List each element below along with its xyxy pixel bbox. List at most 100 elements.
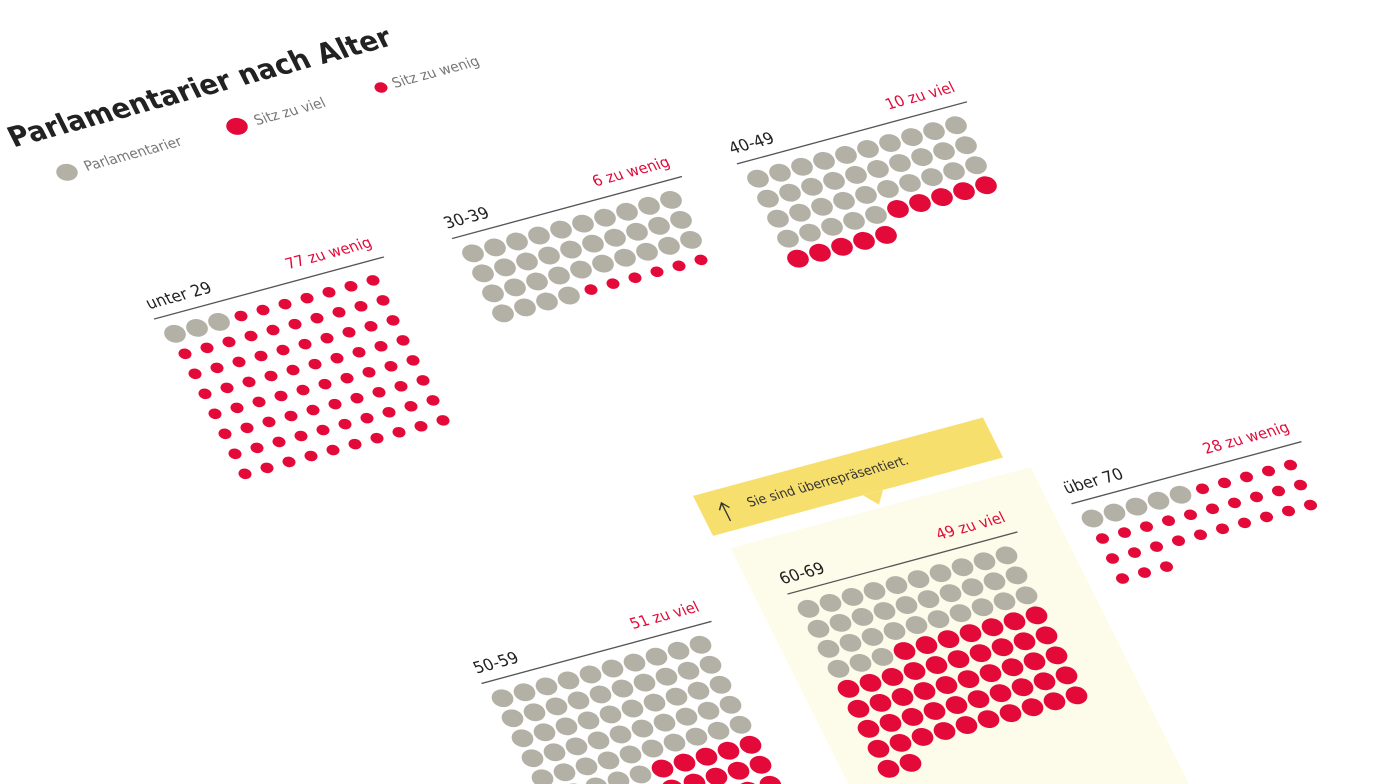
surplus-dot xyxy=(875,225,897,244)
legend-swatch xyxy=(56,163,78,181)
member-dot xyxy=(550,220,572,239)
surplus-dot xyxy=(991,638,1014,657)
tooltip-box xyxy=(693,417,1003,536)
member-dot xyxy=(873,602,896,620)
surplus-dot xyxy=(661,779,684,784)
deficit-dot xyxy=(200,342,214,354)
deficit-dot xyxy=(1194,529,1207,541)
group-rule xyxy=(481,620,712,685)
member-dot xyxy=(1125,497,1148,516)
member-dot xyxy=(545,697,568,716)
member-dot xyxy=(843,211,865,230)
surplus-dot xyxy=(847,699,870,718)
member-dot xyxy=(949,604,972,623)
deficit-dot xyxy=(328,398,342,410)
member-dot xyxy=(611,679,634,698)
surplus-dot xyxy=(727,761,750,780)
member-dot xyxy=(164,324,186,343)
member-dot xyxy=(955,136,977,155)
surplus-dot xyxy=(1013,632,1036,651)
member-dot xyxy=(663,733,686,752)
member-dot xyxy=(607,771,630,784)
deficit-dot xyxy=(1184,509,1197,521)
surplus-dot xyxy=(877,759,900,778)
member-dot xyxy=(565,737,588,756)
member-dot xyxy=(619,745,642,764)
member-dot xyxy=(208,313,230,331)
member-dot xyxy=(516,252,538,271)
member-dot xyxy=(629,765,652,784)
member-dot xyxy=(933,142,955,161)
member-dot xyxy=(513,683,536,702)
deficit-dot xyxy=(1228,497,1241,509)
surplus-dot xyxy=(1055,666,1078,685)
member-dot xyxy=(504,278,526,297)
surplus-dot xyxy=(967,690,990,709)
deficit-dot xyxy=(332,306,346,318)
surplus-dot xyxy=(935,676,958,694)
member-dot xyxy=(667,641,690,660)
deficit-dot xyxy=(188,368,202,380)
deficit-dot xyxy=(244,330,258,342)
surplus-dot xyxy=(953,182,975,201)
deficit-dot xyxy=(340,372,354,384)
deficit-dot xyxy=(288,318,302,330)
deficit-dot xyxy=(672,260,686,272)
member-dot xyxy=(592,254,614,273)
deficit-dot xyxy=(242,376,256,388)
member-dot xyxy=(719,695,742,714)
surplus-dot xyxy=(923,702,946,720)
deficit-dot xyxy=(650,266,664,278)
legend-label: Sitz zu viel xyxy=(251,95,328,129)
member-dot xyxy=(801,177,823,196)
deficit-dot xyxy=(372,386,386,398)
surplus-dot xyxy=(1025,606,1048,625)
member-dot xyxy=(560,240,582,259)
deficit-dot xyxy=(1150,541,1163,552)
deficit-dot xyxy=(264,370,278,382)
member-dot xyxy=(589,685,612,704)
deficit-dot xyxy=(1218,477,1231,489)
member-dot xyxy=(885,576,908,594)
deficit-dot xyxy=(1128,547,1141,558)
member-dot xyxy=(779,183,801,202)
member-dot xyxy=(877,180,899,198)
member-dot xyxy=(863,582,886,600)
group-rule xyxy=(451,175,683,240)
deficit-dot xyxy=(370,432,384,444)
deficit-dot xyxy=(1206,503,1219,515)
member-dot xyxy=(823,171,845,190)
member-dot xyxy=(921,168,943,186)
member-dot xyxy=(857,140,879,158)
deficit-dot xyxy=(1272,485,1285,497)
surplus-dot xyxy=(915,636,938,654)
member-dot xyxy=(472,264,494,283)
deficit-dot xyxy=(298,338,312,350)
deficit-dot xyxy=(262,416,276,428)
member-dot xyxy=(907,570,930,589)
deficit-dot xyxy=(294,430,308,442)
member-dot xyxy=(665,687,688,706)
member-dot xyxy=(799,223,821,242)
deficit-dot xyxy=(606,278,620,289)
surplus-dot xyxy=(887,200,909,218)
member-dot xyxy=(536,292,558,311)
surplus-dot xyxy=(893,642,916,660)
member-dot xyxy=(895,596,918,614)
member-dot xyxy=(943,162,965,181)
deficit-dot xyxy=(316,424,330,436)
deficit-dot xyxy=(350,392,364,404)
member-dot xyxy=(494,258,516,277)
surplus-dot xyxy=(1035,626,1058,645)
deficit-dot xyxy=(1250,491,1263,503)
surplus-dot xyxy=(1003,612,1026,631)
deficit-dot xyxy=(308,358,322,370)
member-dot xyxy=(865,205,887,224)
deficit-dot xyxy=(1294,479,1307,491)
member-dot xyxy=(626,222,648,241)
member-dot xyxy=(983,572,1006,591)
member-dot xyxy=(685,727,708,746)
member-dot xyxy=(582,234,604,253)
legend-swatch xyxy=(374,82,388,93)
